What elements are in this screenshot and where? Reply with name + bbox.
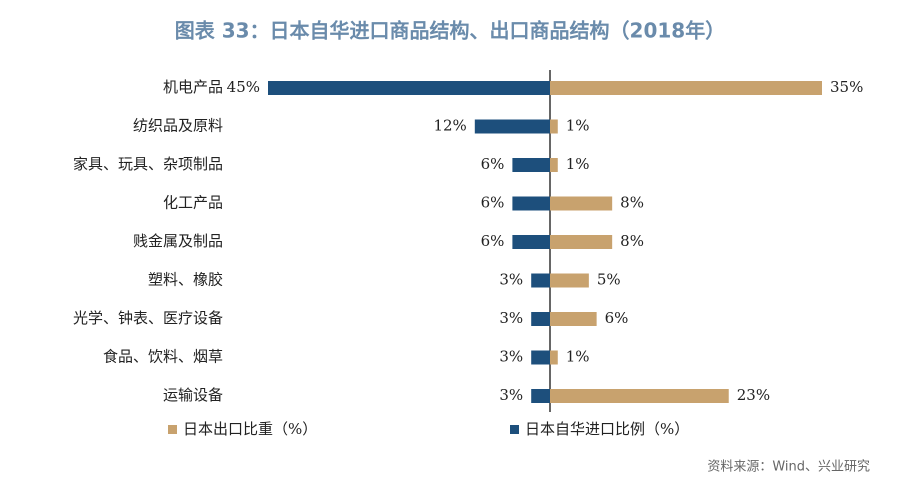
value-label: 3% bbox=[499, 309, 523, 327]
value-label: 1% bbox=[566, 348, 590, 366]
value-label: 8% bbox=[620, 232, 644, 250]
bar bbox=[531, 273, 550, 288]
value-label: 23% bbox=[737, 386, 770, 404]
bar bbox=[531, 389, 550, 403]
legend-swatch bbox=[510, 425, 519, 434]
legend-label: 日本自华进口比例（%） bbox=[525, 420, 689, 438]
value-label: 1% bbox=[566, 117, 590, 135]
bar bbox=[550, 158, 558, 172]
category-label: 塑料、橡胶 bbox=[148, 271, 223, 289]
category-label: 家具、玩具、杂项制品 bbox=[73, 155, 223, 173]
value-label: 45% bbox=[227, 78, 260, 96]
value-label: 3% bbox=[499, 348, 523, 366]
bar bbox=[550, 119, 558, 134]
value-label: 35% bbox=[830, 78, 863, 96]
value-label: 12% bbox=[433, 117, 466, 135]
legend-label: 日本出口比重（%） bbox=[183, 420, 317, 438]
category-label: 光学、钟表、医疗设备 bbox=[73, 309, 223, 327]
value-label: 6% bbox=[605, 309, 629, 327]
bar bbox=[531, 350, 550, 365]
category-label: 运输设备 bbox=[163, 386, 223, 404]
bar bbox=[550, 350, 558, 365]
bar bbox=[550, 196, 613, 211]
bar bbox=[512, 158, 550, 172]
value-label: 1% bbox=[566, 155, 590, 173]
bar bbox=[550, 235, 613, 249]
value-label: 3% bbox=[499, 271, 523, 289]
bar bbox=[531, 312, 550, 326]
category-label: 纺织品及原料 bbox=[133, 117, 223, 135]
category-label: 贱金属及制品 bbox=[133, 232, 223, 250]
category-label: 机电产品 bbox=[163, 78, 223, 96]
value-label: 6% bbox=[481, 155, 505, 173]
value-label: 6% bbox=[481, 194, 505, 212]
bar bbox=[550, 81, 822, 95]
category-label: 食品、饮料、烟草 bbox=[103, 348, 223, 366]
bar bbox=[268, 81, 550, 95]
bar bbox=[512, 196, 550, 211]
value-label: 8% bbox=[620, 194, 644, 212]
chart-title: 图表 33：日本自华进口商品结构、出口商品结构（2018年） bbox=[175, 19, 725, 43]
bar bbox=[550, 273, 589, 288]
value-label: 3% bbox=[499, 386, 523, 404]
bar bbox=[550, 312, 597, 326]
bar bbox=[474, 119, 550, 134]
category-label: 化工产品 bbox=[163, 194, 223, 212]
bar bbox=[512, 235, 550, 249]
value-label: 6% bbox=[481, 232, 505, 250]
legend-swatch bbox=[168, 425, 177, 434]
value-label: 5% bbox=[597, 271, 621, 289]
bar bbox=[550, 389, 729, 403]
source-note: 资料来源：Wind、兴业研究 bbox=[707, 460, 870, 475]
